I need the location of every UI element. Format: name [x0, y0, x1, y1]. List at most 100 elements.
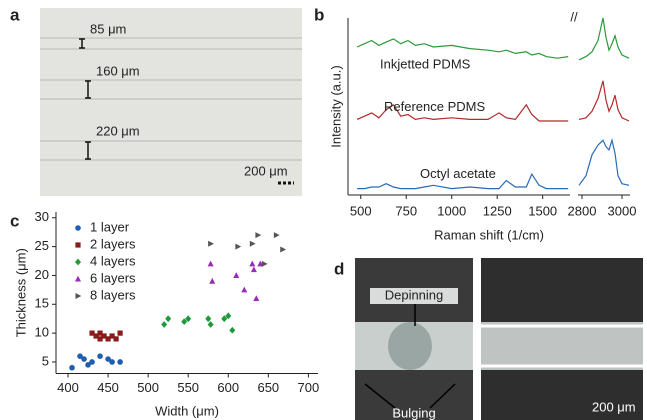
legend-marker	[75, 242, 81, 248]
legend-label: 1 layer	[90, 219, 130, 234]
panel-label: a	[10, 5, 20, 24]
point	[89, 359, 95, 365]
point	[85, 362, 91, 368]
point	[221, 315, 228, 323]
x-tick-label: 1250	[483, 203, 512, 218]
point	[97, 336, 103, 342]
point	[109, 359, 115, 365]
point	[117, 359, 123, 365]
series-label: Inkjetted PDMS	[380, 56, 471, 71]
series-line	[356, 80, 630, 122]
width-bars	[79, 38, 294, 185]
point	[261, 260, 268, 267]
y-axis-label: Thickness (μm)	[13, 248, 28, 337]
x-tick-label: 3000	[608, 203, 637, 218]
point	[117, 330, 123, 336]
point	[109, 333, 115, 339]
bulge	[388, 322, 432, 370]
series-label: Octyl acetate	[420, 166, 496, 181]
point	[69, 364, 75, 371]
series-line	[356, 17, 630, 61]
point	[101, 333, 107, 339]
line-tracks	[40, 37, 302, 161]
annotation: 220 μm	[96, 123, 140, 138]
point	[207, 321, 214, 328]
point	[249, 240, 256, 247]
point	[207, 260, 214, 267]
label-bg	[370, 288, 458, 304]
y-tick-label: 15	[35, 296, 49, 311]
line-region	[481, 322, 643, 370]
scale-label: 200 μm	[244, 163, 288, 178]
y-tick-label: 25	[35, 238, 49, 253]
x-tick-label: 650	[257, 380, 279, 395]
annotation: 160 μm	[96, 63, 140, 78]
point	[97, 353, 103, 359]
point	[185, 315, 192, 323]
x-tick-label: 550	[177, 380, 199, 395]
y-tick-label: 30	[35, 209, 49, 224]
point	[89, 330, 95, 336]
point	[253, 295, 260, 302]
x-axis-label: Raman shift (1/cm)	[434, 227, 544, 242]
legend-marker	[75, 258, 81, 266]
point	[250, 266, 257, 273]
panel-label: b	[314, 5, 324, 24]
point	[81, 356, 87, 362]
point	[93, 333, 99, 339]
point	[113, 336, 119, 342]
point	[255, 232, 262, 239]
x-tick-label: 1500	[528, 203, 557, 218]
x-tick-label: 750	[395, 203, 417, 218]
x-tick-label: 600	[217, 380, 239, 395]
point	[208, 240, 214, 247]
legend-label: 8 layers	[90, 287, 136, 302]
legend-marker	[75, 293, 82, 299]
point	[225, 312, 232, 320]
legend-label: 4 layers	[90, 253, 136, 268]
y-tick-label: 20	[35, 267, 49, 282]
annotation: 85 μm	[90, 21, 126, 36]
x-tick-label: 400	[57, 380, 79, 395]
x-tick-label: 1000	[437, 203, 466, 218]
point	[165, 315, 172, 323]
pointer	[364, 383, 396, 409]
point	[209, 277, 216, 284]
legend-label: 6 layers	[90, 270, 136, 285]
panel-label: c	[10, 211, 19, 230]
x-tick-label: 700	[298, 380, 320, 395]
x-tick-label: 2800	[568, 203, 597, 218]
point	[233, 272, 240, 278]
pointer	[429, 383, 456, 409]
legend-label: 2 layers	[90, 236, 136, 251]
y-axis-label: Intensity (a.u.)	[328, 65, 343, 147]
x-tick-label: 500	[350, 203, 372, 218]
panel-label: d	[334, 259, 344, 278]
point	[257, 260, 264, 267]
y-tick-label: 5	[42, 353, 49, 368]
point	[161, 321, 168, 328]
point	[181, 318, 188, 325]
series-line	[357, 138, 630, 190]
scale-label: 200 μm	[592, 399, 636, 414]
point	[235, 243, 242, 250]
x-tick-label: 500	[137, 380, 159, 395]
annotation: Bulging	[392, 405, 435, 420]
legend-marker	[75, 225, 81, 231]
point	[241, 286, 248, 293]
point	[105, 356, 111, 362]
axis-break: //	[570, 9, 578, 24]
point	[273, 232, 280, 239]
point	[97, 330, 103, 336]
point	[105, 336, 111, 342]
point	[280, 246, 287, 253]
y-tick-label: 10	[35, 325, 49, 340]
x-axis-label: Width (μm)	[155, 403, 219, 418]
x-tick-label: 450	[97, 380, 119, 395]
annotation: Depinning	[385, 287, 444, 302]
point	[77, 353, 83, 359]
point	[249, 260, 256, 267]
series-label: Reference PDMS	[384, 99, 485, 114]
